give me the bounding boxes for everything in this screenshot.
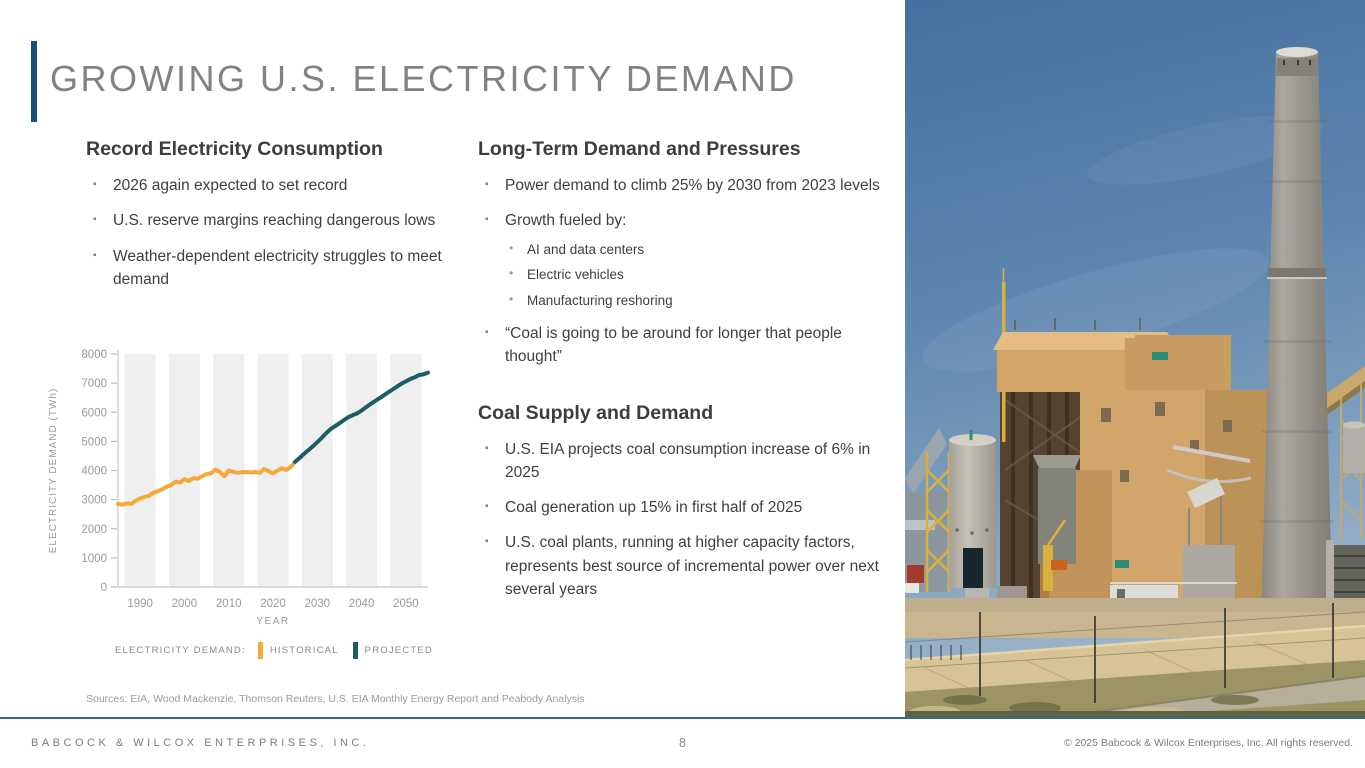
plant-photo-svg xyxy=(905,0,1365,717)
plant-photo xyxy=(905,0,1365,717)
ground xyxy=(905,598,1365,717)
bullet-item: ▪ “Coal is going to be around for longer … xyxy=(478,322,890,369)
record-bullet-list: ▪ 2026 again expected to set record ▪ U.S.… xyxy=(86,174,458,291)
page-title: GROWING U.S. ELECTRICITY DEMAND xyxy=(50,58,797,99)
bullet-text: Coal generation up 15% in first half of … xyxy=(505,499,803,517)
bullet-text: “Coal is going to be around for longer t… xyxy=(505,325,842,366)
projected-swatch xyxy=(352,641,358,659)
coal-heading: Coal Supply and Demand xyxy=(478,401,714,424)
chart-legend: ELECTRICITY DEMAND: HISTORICAL PROJECTED xyxy=(115,641,447,659)
square-bullet-icon: ▪ xyxy=(485,442,489,454)
fence-row-left xyxy=(910,645,962,660)
bullet-text: 2026 again expected to set record xyxy=(113,177,348,194)
sub-bullet-item: • Manufacturing reshoring xyxy=(505,291,890,311)
svg-text:2050: 2050 xyxy=(393,598,419,610)
svg-text:2030: 2030 xyxy=(304,598,330,610)
footer-copyright: © 2025 Babcock & Wilcox Enterprises, Inc… xyxy=(1063,737,1353,749)
sub-bullet-item: • Electric vehicles xyxy=(505,265,890,285)
bullet-item: ▪ Coal generation up 15% in first half of… xyxy=(478,496,890,519)
legend-label: ELECTRICITY DEMAND: xyxy=(115,644,246,656)
svg-text:2020: 2020 xyxy=(260,598,286,610)
dot-bullet-icon: • xyxy=(509,240,514,255)
square-bullet-icon: ▪ xyxy=(485,536,489,548)
bullet-item: ▪ Weather-dependent electricity struggles… xyxy=(86,245,458,292)
column-demand-pressures: Long-Term Demand and Pressures ▪ Power de… xyxy=(478,138,890,613)
bullet-item: ▪ Growth fueled by: • AI and data centers … xyxy=(478,209,890,310)
bullet-item: ▪ U.S. coal plants, running at higher cap… xyxy=(478,531,890,601)
sub-bullet-text: Manufacturing reshoring xyxy=(527,292,673,308)
svg-text:4000: 4000 xyxy=(81,466,107,478)
square-bullet-icon: ▪ xyxy=(93,179,97,190)
svg-text:0: 0 xyxy=(101,582,107,594)
square-bullet-icon: ▪ xyxy=(93,249,97,261)
bullet-text: U.S. EIA projects coal consumption incre… xyxy=(505,440,871,481)
bullet-text: Growth fueled by: xyxy=(505,212,627,230)
svg-text:2040: 2040 xyxy=(349,598,375,610)
projected-label: PROJECTED xyxy=(364,644,433,656)
square-bullet-icon: ▪ xyxy=(485,501,489,513)
bullet-item: ▪ U.S. EIA projects coal consumption incr… xyxy=(478,438,890,485)
svg-text:7000: 7000 xyxy=(81,378,107,390)
square-bullet-icon: ▪ xyxy=(485,179,489,190)
svg-text:1990: 1990 xyxy=(127,598,153,610)
longterm-bullet-list: ▪ Power demand to climb 25% by 2030 from … xyxy=(478,174,890,369)
svg-text:2000: 2000 xyxy=(81,524,107,536)
page-number: 8 xyxy=(679,736,686,750)
svg-text:6000: 6000 xyxy=(81,407,107,419)
dot-bullet-icon: • xyxy=(509,291,514,306)
svg-text:8000: 8000 xyxy=(81,349,107,361)
svg-text:ELECTRICITY DEMAND (TWh): ELECTRICITY DEMAND (TWh) xyxy=(48,388,59,554)
title-accent-bar xyxy=(31,41,37,122)
record-heading: Record Electricity Consumption xyxy=(86,138,383,160)
svg-text:YEAR: YEAR xyxy=(256,616,289,627)
fence xyxy=(979,603,1334,703)
footer: BABCOCK & WILCOX ENTERPRISES, INC. 8 © 2… xyxy=(0,717,1365,768)
smokestack xyxy=(1260,47,1333,630)
bullet-text: U.S. reserve margins reaching dangerous … xyxy=(113,212,436,230)
coal-bullet-list: ▪ U.S. EIA projects coal consumption incr… xyxy=(478,438,890,602)
column-record: Record Electricity Consumption ▪ 2026 aga… xyxy=(86,138,458,303)
bullet-text: U.S. coal plants, running at higher capa… xyxy=(505,534,879,598)
bullet-text: Weather-dependent electricity struggles … xyxy=(113,247,442,288)
bullet-item: ▪ 2026 again expected to set record xyxy=(86,174,458,197)
bullet-item: ▪ U.S. reserve margins reaching dangerous… xyxy=(86,209,458,232)
bullet-text: Power demand to climb 25% by 2030 from 2… xyxy=(505,177,880,194)
growth-sub-list: • AI and data centers • Electric vehicles … xyxy=(505,240,890,311)
sub-bullet-text: AI and data centers xyxy=(527,241,645,257)
concrete-silo xyxy=(949,430,996,588)
longterm-heading: Long-Term Demand and Pressures xyxy=(478,138,801,160)
electricity-demand-chart: 0 1000 2000 3000 4000 5000 6000 7000 8000 1990 200… xyxy=(42,342,447,659)
svg-text:3000: 3000 xyxy=(81,495,107,507)
demand-chart-svg: 0 1000 2000 3000 4000 5000 6000 7000 8000 1990 200… xyxy=(48,349,430,627)
square-bullet-icon: ▪ xyxy=(93,214,97,226)
bullet-item: ▪ Power demand to climb 25% by 2030 from … xyxy=(478,174,890,197)
footer-company: BABCOCK & WILCOX ENTERPRISES, INC. xyxy=(31,737,370,749)
historical-label: HISTORICAL xyxy=(269,644,339,656)
sources-line: Sources: EIA, Wood Mackenzie, Thomson Re… xyxy=(86,693,585,705)
svg-text:1000: 1000 xyxy=(81,553,107,565)
svg-text:2010: 2010 xyxy=(216,598,242,610)
square-bullet-icon: ▪ xyxy=(485,214,489,226)
sub-bullet-text: Electric vehicles xyxy=(527,267,624,283)
sub-bullet-item: • AI and data centers xyxy=(505,240,890,260)
square-bullet-icon: ▪ xyxy=(485,327,489,339)
svg-text:2000: 2000 xyxy=(172,598,198,610)
historical-swatch xyxy=(257,641,263,659)
dot-bullet-icon: • xyxy=(509,266,514,281)
svg-text:5000: 5000 xyxy=(81,436,107,448)
